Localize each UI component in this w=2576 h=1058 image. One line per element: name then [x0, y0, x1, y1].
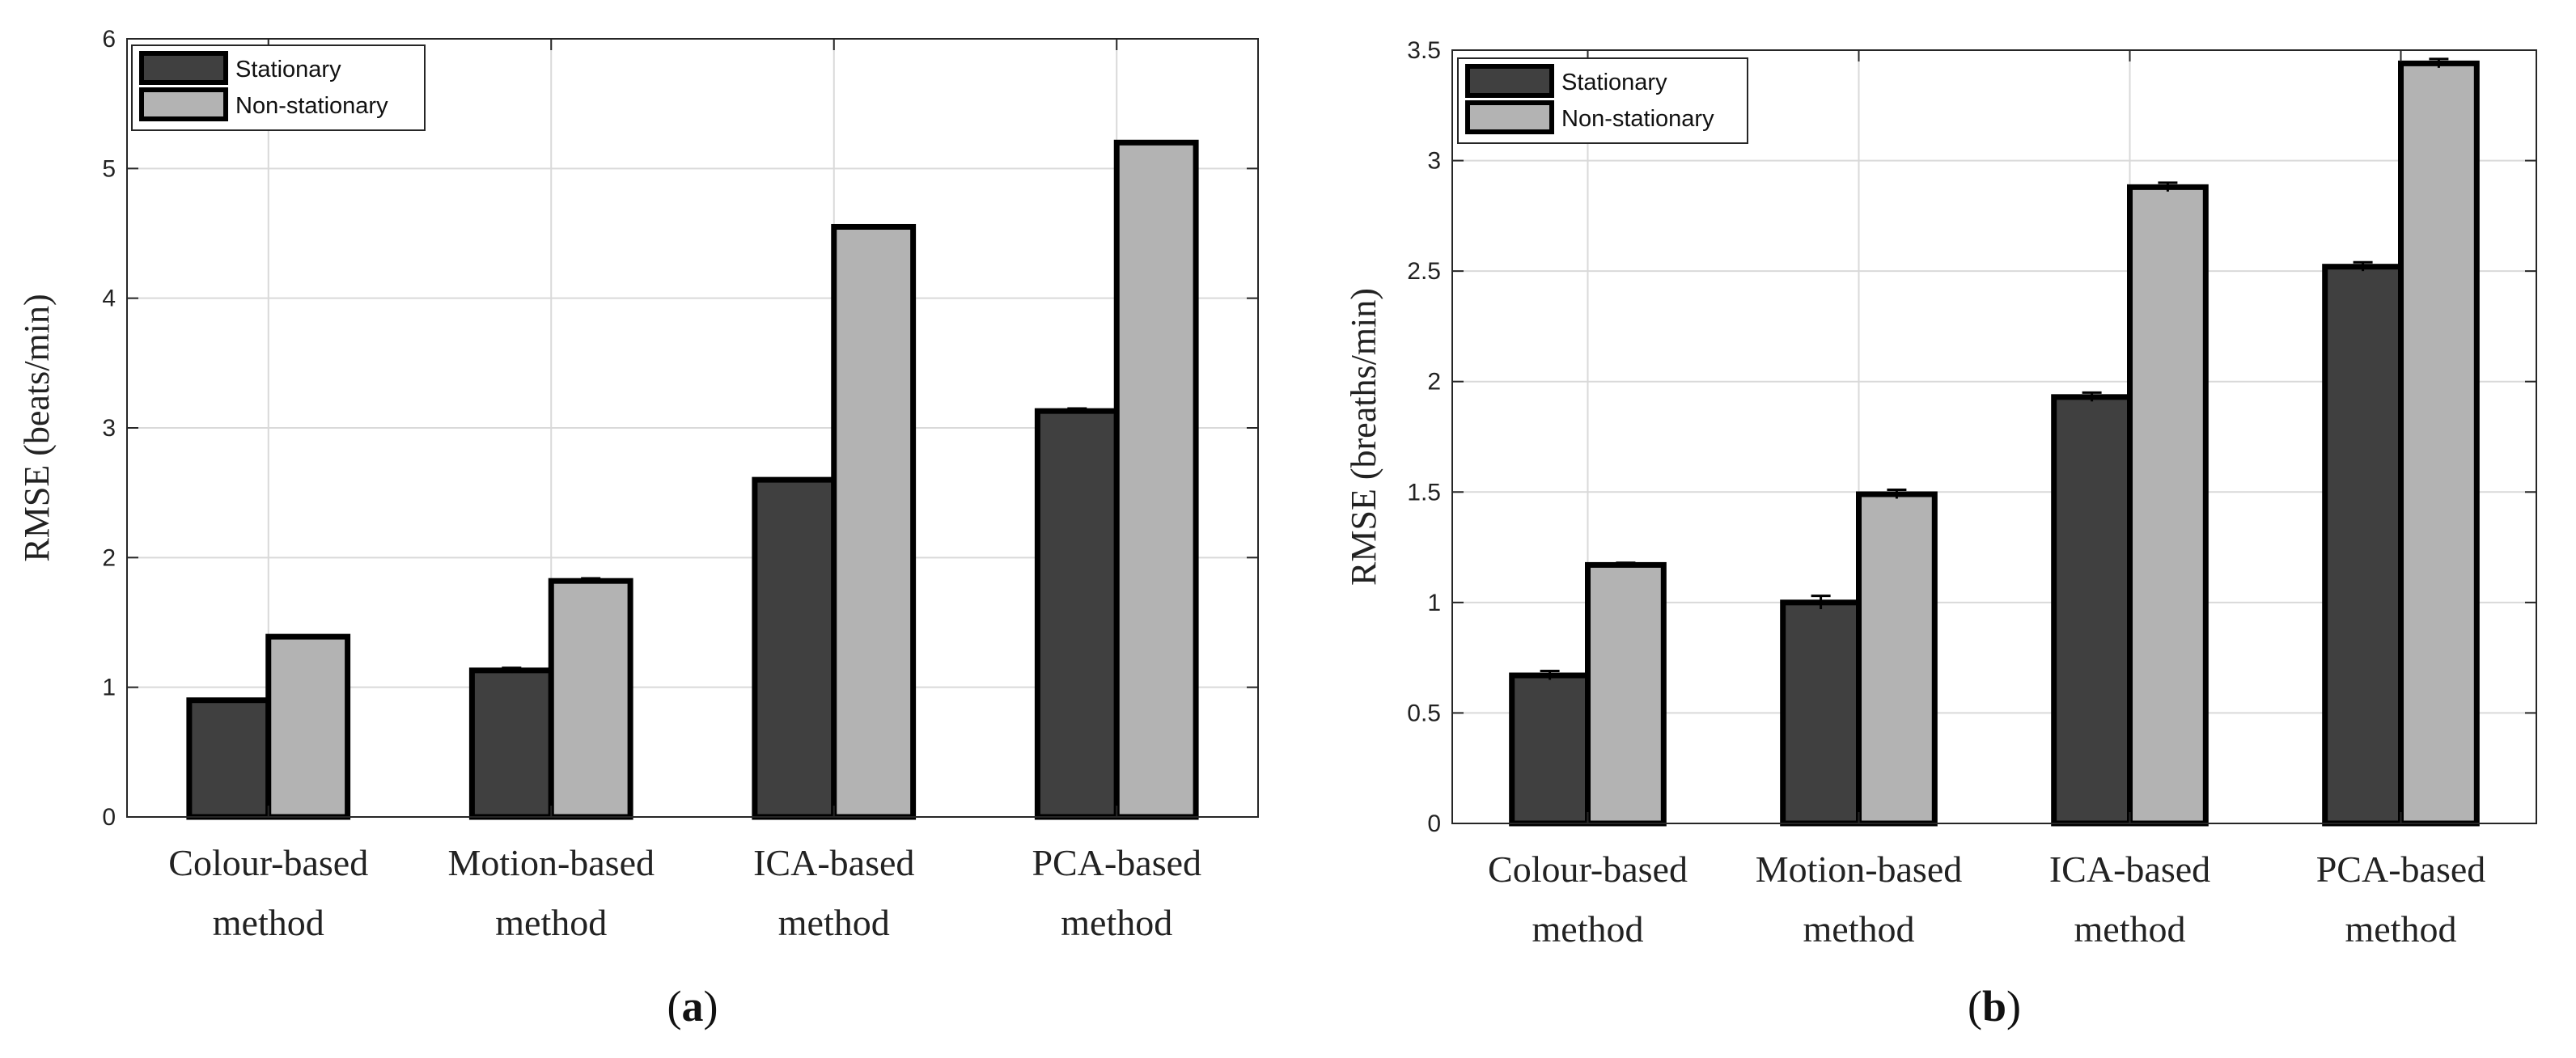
bar-non-stationary-4 [2398, 60, 2480, 827]
y-tick-label: 3 [102, 415, 116, 442]
x-tick-label: method [213, 902, 324, 943]
y-tick-label: 2 [1427, 369, 1441, 396]
x-tick-label: method [1061, 902, 1172, 943]
x-tick-label: Colour-based [168, 842, 368, 883]
bar-non-stationary-2 [548, 578, 633, 820]
bar-non-stationary-1 [265, 633, 351, 820]
legend-swatch [139, 87, 228, 121]
bar-stationary-4 [1034, 408, 1120, 820]
x-tick-label: Motion-based [447, 842, 655, 883]
bar-non-stationary-2 [1856, 491, 1938, 827]
subfigure-caption: (a) [667, 982, 718, 1030]
y-tick-label: 1.5 [1407, 479, 1441, 506]
legend-entry: Non-stationary [235, 93, 388, 119]
y-tick-label: 2 [102, 544, 116, 571]
bar-stationary-4 [2322, 264, 2404, 827]
x-tick-label: method [1803, 908, 1915, 950]
legend: Stationary Non-stationary [1457, 57, 1748, 144]
y-tick-label: 4 [102, 286, 116, 312]
chart-a: 0 1 2 3 4 5 6 Colour-based method Motion-based met… [17, 26, 1259, 1030]
bar-stationary-1 [186, 697, 272, 820]
x-tick-label: method [1532, 908, 1644, 950]
legend-entry: Stationary [1561, 70, 1667, 95]
y-tick-label: 0 [102, 804, 116, 831]
bar-non-stationary-4 [1113, 139, 1199, 820]
legend-swatch [1465, 100, 1554, 134]
y-axis-label: RMSE (beats/min) [17, 294, 57, 561]
y-tick-label: 2.5 [1407, 258, 1441, 285]
bar-stationary-3 [752, 476, 837, 820]
legend: Stationary Non-stationary [131, 44, 426, 131]
x-tick-label: PCA-based [1032, 842, 1201, 883]
y-tick-label: 1 [1427, 590, 1441, 616]
legend-entry: Stationary [235, 57, 341, 83]
x-tick-label: method [2074, 908, 2186, 950]
x-tick-label: Motion-based [1756, 849, 1963, 890]
y-tick-label: 5 [102, 155, 116, 182]
x-tick-label: method [495, 902, 607, 943]
y-tick-label: 6 [102, 26, 116, 53]
y-tick-label: 1 [102, 675, 116, 701]
x-tick-label: ICA-based [2049, 849, 2210, 890]
axes-box [1451, 49, 2537, 824]
bar-stationary-2 [1780, 599, 1862, 827]
y-tick-label: 3.5 [1407, 37, 1441, 64]
x-tick-label: method [2345, 908, 2457, 950]
subfigure-caption: (b) [1968, 982, 2021, 1030]
chart-b: 0 0.5 1 1.5 2 2.5 3 3.5 Colour-based method Motion… [1344, 37, 2537, 1030]
bar-stationary-3 [2051, 394, 2133, 827]
y-tick-label: 3 [1427, 148, 1441, 175]
bar-non-stationary-1 [1585, 561, 1667, 827]
y-tick-label: 0 [1427, 810, 1441, 837]
x-tick-label: method [778, 902, 890, 943]
legend-swatch [139, 51, 228, 85]
x-tick-label: Colour-based [1488, 849, 1688, 890]
x-tick-label: ICA-based [753, 842, 914, 883]
y-axis-label: RMSE (breaths/min) [1344, 288, 1383, 586]
bar-stationary-1 [1509, 672, 1591, 827]
bar-stationary-2 [468, 667, 554, 820]
x-tick-label: PCA-based [2316, 849, 2486, 890]
legend-swatch [1465, 64, 1554, 98]
legend-entry: Non-stationary [1561, 106, 1714, 132]
bar-non-stationary-3 [2127, 184, 2209, 827]
bar-non-stationary-3 [831, 223, 917, 820]
y-tick-label: 0.5 [1407, 700, 1441, 726]
